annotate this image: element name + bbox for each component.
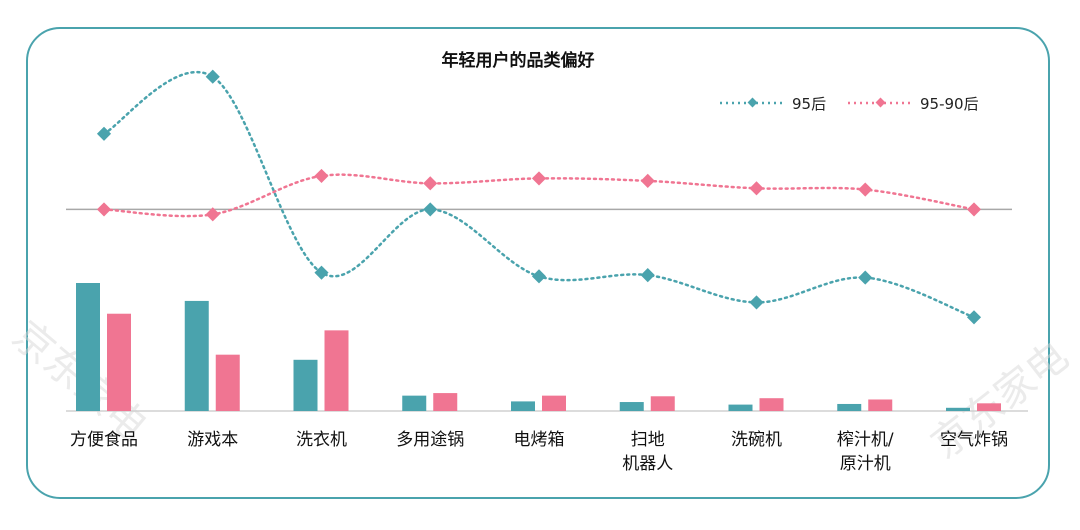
bar-s1-3 [402,395,427,411]
bar-s1-2 [293,359,318,411]
line-point-s1-6 [749,295,764,310]
category-label-7-1: 原汁机 [840,454,891,474]
bar-s1-8 [946,407,970,411]
line-point-s2-6 [749,181,764,196]
bar-s2-5 [650,396,675,411]
line-point-s2-5 [640,173,655,188]
line-point-s2-8 [966,202,982,217]
bar-s1-4 [511,401,535,411]
category-label-1-0: 游戏本 [187,430,238,450]
bar-s2-4 [542,395,566,411]
category-label-4-0: 电烤箱 [514,430,565,450]
bar-s1-6 [728,404,753,411]
line-point-s1-4 [531,269,547,284]
category-label-7-0: 榨汁机/ [837,430,894,450]
category-label-5-0: 扫地 [631,430,665,450]
bar-s1-5 [619,402,644,411]
line-point-s1-5 [640,268,655,283]
line-point-s2-4 [531,171,547,186]
chart-frame [26,27,1050,499]
category-label-3-0: 多用途锅 [396,430,464,450]
line-point-s1-0 [96,126,112,141]
line-point-s1-8 [966,310,982,325]
bar-s2-1 [215,354,240,411]
line-point-s1-2 [314,265,329,280]
legend: 95后 95-90后 [720,95,979,113]
bar-s2-3 [433,393,458,411]
bar-s2-0 [107,313,131,411]
legend-item-95-90: 95-90后 [848,95,979,113]
bar-s1-1 [184,300,209,411]
line-group [96,69,982,325]
bar-s1-7 [837,403,862,411]
bar-s2-6 [759,398,784,411]
line-point-s2-3 [423,176,438,191]
category-label-5-1: 机器人 [622,454,673,474]
category-label-2-0: 洗衣机 [296,430,347,450]
line-point-s2-7 [858,182,873,197]
line-point-s1-3 [423,202,438,217]
category-label-6-0: 洗碗机 [731,430,782,450]
chart-title: 年轻用户的品类偏好 [442,50,595,71]
category-label-8-0: 空气炸锅 [940,430,1008,450]
line-series-1 [102,70,976,319]
line-point-s2-2 [314,168,329,183]
bar-s2-8 [977,403,1001,411]
legend-marker-95-90 [875,97,886,108]
line-point-s2-1 [205,207,220,222]
line-point-s1-7 [858,270,873,285]
legend-label-95: 95后 [792,95,826,113]
legend-item-95: 95后 [720,95,826,113]
bar-s2-7 [868,399,893,411]
legend-marker-95 [747,97,758,108]
bar-s2-2 [324,330,349,411]
bar-group [76,283,1001,411]
category-label-0-0: 方便食品 [70,430,138,450]
bar-s1-0 [76,283,100,411]
line-point-s2-0 [96,202,112,217]
legend-label-95-90: 95-90后 [920,95,979,113]
